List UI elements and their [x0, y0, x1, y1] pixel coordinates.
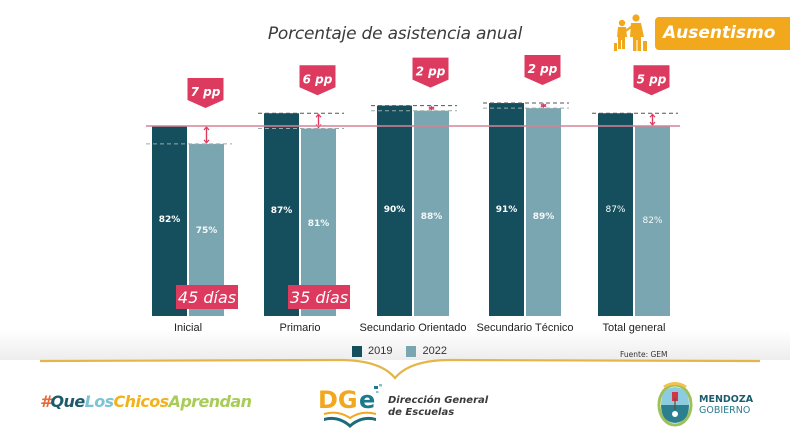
hashtag-part: Aprendan	[168, 392, 252, 411]
value-label-2022: 89%	[533, 212, 555, 222]
bar-2019	[264, 113, 299, 316]
hashtag-part: Que	[50, 392, 86, 411]
value-label-2019: 91%	[496, 205, 518, 215]
dge-logo-icon: DG e	[318, 384, 382, 428]
value-label-2019: 87%	[271, 206, 293, 216]
pp-callout-label: 2 pp	[416, 65, 446, 79]
value-label-2022: 75%	[196, 226, 218, 236]
bar-2022	[301, 128, 336, 316]
mendoza-coat-of-arms-icon	[657, 382, 693, 427]
pp-callout-label: 2 pp	[528, 62, 558, 76]
value-label-2019: 82%	[159, 215, 181, 225]
legend-item-2022: 2022	[406, 345, 447, 357]
mendoza-line-2: GOBIERNO	[699, 405, 751, 416]
footer-shade	[0, 330, 790, 360]
mendoza-name: MENDOZA GOBIERNO	[699, 394, 753, 416]
legend-swatch-2019	[352, 345, 362, 357]
pp-callout-label: 6 pp	[303, 72, 333, 86]
bar-2022	[414, 110, 449, 316]
source-note: Fuente: GEM	[620, 350, 668, 359]
bar-2019	[489, 103, 524, 316]
arrow-head-down	[540, 103, 547, 109]
legend-label-2019: 2019	[368, 345, 393, 357]
legend-item-2019: 2019	[352, 345, 392, 357]
labels-layer: 7 pp 82% 75% Inicial 6 pp 87% 81% Primario 2 pp 9…	[159, 55, 670, 334]
value-label-2022: 82%	[642, 216, 662, 226]
pp-callout-label: 5 pp	[637, 72, 667, 86]
category-label: Secundario Orientado	[359, 322, 466, 334]
hashtag-part: Los	[84, 392, 115, 411]
bar-2022	[635, 126, 670, 316]
days-callout-label: 35 días	[290, 288, 348, 307]
arrow-head-up	[649, 113, 656, 118]
bar-2019	[152, 126, 187, 316]
children-walking-icon	[614, 14, 647, 51]
pp-callout	[299, 65, 336, 96]
hashtag-part: Chicos	[113, 392, 170, 411]
arrow-head-up	[315, 113, 322, 118]
arrow-head-down	[428, 106, 435, 111]
dge-name: Dirección General de Escuelas	[388, 395, 488, 419]
legend-swatch-2022	[406, 345, 417, 357]
gold-divider	[39, 358, 761, 380]
category-label: Inicial	[174, 322, 202, 334]
days-callout	[176, 285, 238, 309]
pp-callout	[187, 78, 224, 108]
bars-layer	[152, 103, 670, 317]
pp-callout-label: 7 pp	[191, 85, 221, 99]
svg-text:e: e	[359, 386, 375, 414]
days-callout-label: 45 días	[178, 288, 236, 307]
category-label: Total general	[603, 322, 666, 334]
ausentismo-badge: Ausentismo	[655, 17, 790, 50]
bar-2019	[377, 105, 412, 316]
dge-line-1: Dirección General	[388, 395, 489, 406]
bar-2022	[526, 108, 561, 317]
legend-label-2022: 2022	[422, 345, 447, 357]
category-label: Secundario Técnico	[476, 322, 573, 334]
hashtag-part: #	[40, 392, 51, 411]
mendoza-line-1: MENDOZA	[699, 394, 754, 405]
guides-layer	[146, 102, 680, 145]
value-label-2022: 81%	[308, 219, 330, 229]
chart-title: Porcentaje de asistencia anual	[0, 24, 790, 44]
chart-legend: 2019 2022	[352, 345, 461, 357]
hashtag-campaign: #QueLosChicosAprendan	[40, 392, 252, 411]
dge-line-2: de Escuelas	[388, 407, 455, 418]
chart-title-text: Porcentaje de asistencia anual	[267, 24, 523, 44]
pp-callout	[524, 55, 561, 86]
value-label-2019: 90%	[384, 205, 406, 215]
svg-text:DG: DG	[318, 386, 358, 414]
category-label: Primario	[280, 322, 321, 334]
arrow-head-up	[203, 126, 210, 131]
arrow-head-down	[649, 121, 656, 126]
arrow-head-down	[203, 139, 210, 144]
pp-callout	[412, 57, 449, 88]
value-label-2019: 87%	[605, 205, 625, 215]
days-callout	[288, 285, 350, 309]
bar-2019	[598, 113, 633, 316]
pp-callout	[633, 65, 670, 96]
value-label-2022: 88%	[421, 212, 443, 222]
